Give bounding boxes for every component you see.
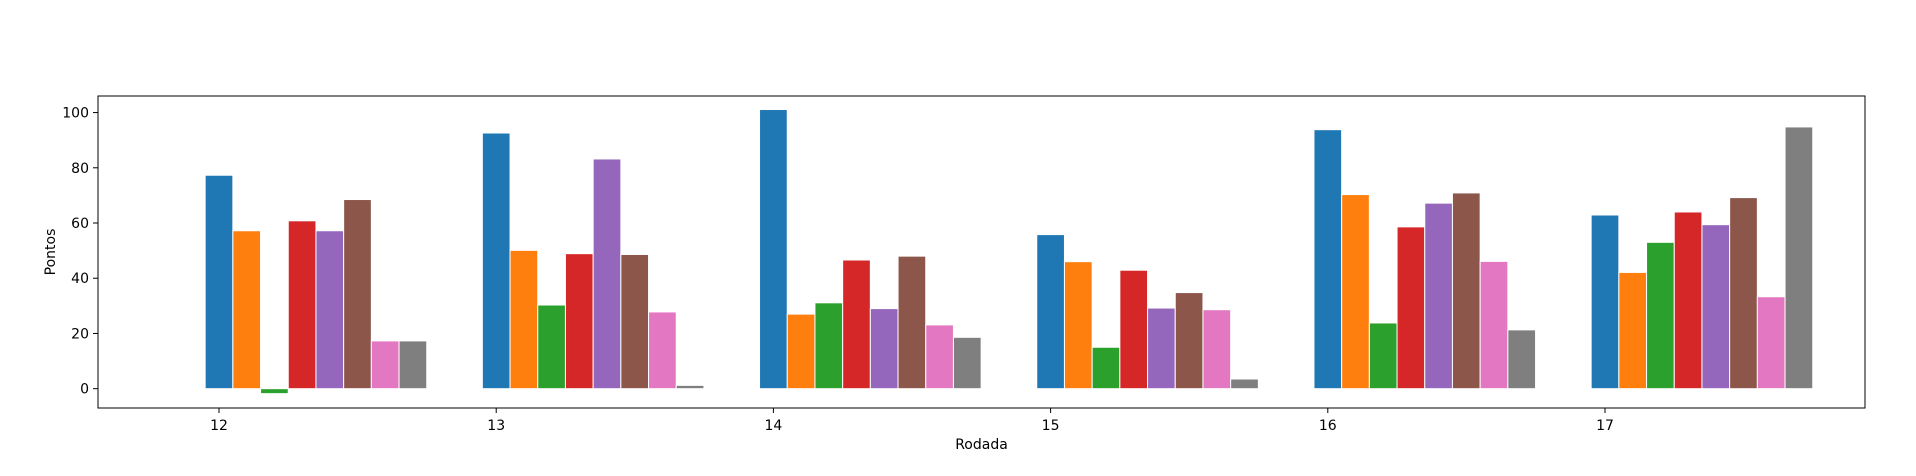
bar-14-s2 — [786, 313, 816, 390]
bar-14-s1 — [759, 109, 788, 390]
bar-15-s1 — [1036, 234, 1065, 390]
bar-12-s3 — [260, 388, 289, 395]
bar-12-s6 — [343, 199, 372, 390]
plot-area-frame — [97, 95, 1866, 409]
x-tick-label: 12 — [210, 418, 228, 434]
bar-17-s3 — [1646, 241, 1675, 390]
bar-17-s4 — [1673, 211, 1703, 390]
bar-12-s1 — [204, 174, 234, 390]
bar-15-s7 — [1202, 309, 1232, 390]
bar-13-s4 — [564, 253, 594, 390]
bar-16-s5 — [1424, 202, 1453, 390]
y-tick-label: 20 — [71, 326, 89, 342]
bar-13-s3 — [537, 304, 566, 390]
bar-12-s7 — [370, 340, 400, 390]
bar-17-s7 — [1756, 296, 1786, 390]
bar-13-s6 — [620, 253, 650, 390]
y-tick-label: 0 — [80, 382, 89, 398]
bar-16-s3 — [1368, 322, 1398, 390]
bar-15-s2 — [1063, 261, 1093, 390]
x-axis-label: Rodada — [955, 437, 1008, 453]
bar-12-s4 — [287, 220, 317, 390]
x-tick-label: 17 — [1596, 418, 1614, 434]
y-axis-label: Pontos — [43, 229, 59, 276]
bar-15-s4 — [1119, 269, 1149, 390]
y-tick-label: 60 — [71, 216, 89, 232]
bar-13-s8 — [675, 384, 705, 390]
bar-12-s8 — [398, 340, 428, 390]
y-tick-label: 80 — [71, 161, 89, 177]
bar-13-s5 — [592, 158, 622, 390]
bar-14-s8 — [952, 336, 982, 390]
bar-17-s6 — [1729, 197, 1758, 390]
bar-17-s2 — [1618, 271, 1648, 390]
x-axis: 12 13 14 15 16 17 — [210, 408, 1614, 434]
bar-14-s7 — [925, 324, 954, 390]
bar-16-s2 — [1341, 194, 1370, 390]
bar-16-s7 — [1479, 260, 1509, 390]
bar-16-s1 — [1313, 129, 1343, 390]
x-tick-label: 15 — [1042, 418, 1060, 434]
bar-16-s6 — [1451, 192, 1481, 390]
bar-17-s1 — [1590, 214, 1620, 390]
bar-13-s1 — [481, 132, 511, 390]
bar-12-s5 — [315, 230, 345, 390]
bar-13-s7 — [648, 311, 677, 390]
bar-14-s6 — [897, 255, 927, 390]
bar-12-s2 — [232, 230, 262, 390]
x-tick-label: 16 — [1319, 418, 1337, 434]
bar-14-s4 — [842, 259, 871, 390]
bar-14-s3 — [814, 302, 844, 390]
bar-17-s8 — [1784, 126, 1814, 390]
y-tick-label: 100 — [62, 106, 89, 122]
y-axis: 0 20 40 60 80 100 — [62, 106, 98, 398]
bar-15-s5 — [1147, 307, 1176, 390]
x-tick-label: 14 — [764, 418, 782, 434]
bar-15-s8 — [1230, 378, 1259, 390]
bar-13-s2 — [509, 249, 539, 390]
bars-group — [204, 109, 1814, 395]
y-tick-label: 40 — [71, 271, 89, 287]
bar-16-s8 — [1507, 329, 1537, 390]
bar-16-s4 — [1396, 226, 1426, 390]
bar-14-s5 — [869, 308, 899, 390]
bar-17-s5 — [1701, 224, 1731, 390]
bar-15-s3 — [1091, 346, 1121, 390]
x-tick-label: 13 — [487, 418, 505, 434]
bar-15-s6 — [1174, 292, 1204, 390]
